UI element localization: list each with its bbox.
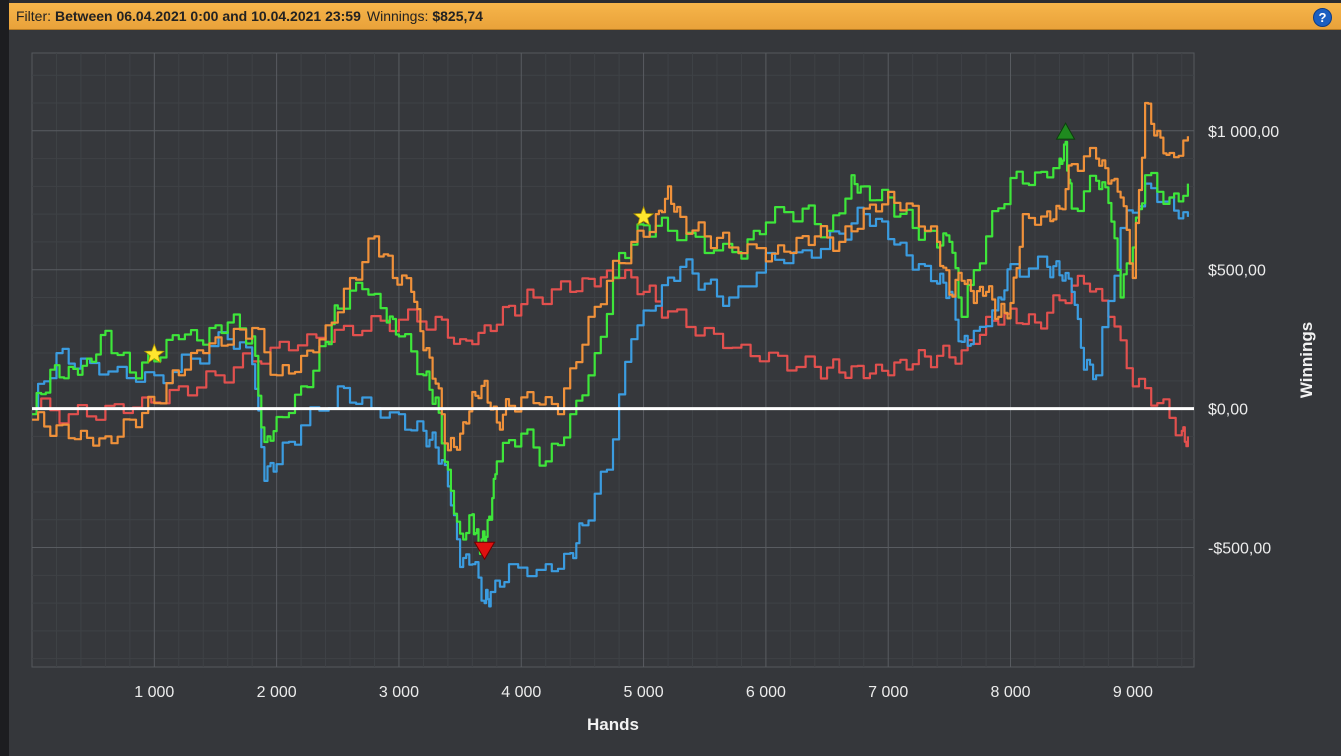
help-icon[interactable]: ? [1313, 8, 1332, 27]
marker-layer [143, 122, 1076, 561]
x-tick-label: 4 000 [501, 684, 541, 701]
high-point-marker [1055, 122, 1076, 140]
x-axis-ticks: 1 000 2 000 3 000 4 000 5 000 6 000 7 000 8 000… [134, 684, 1153, 701]
y-axis-ticks: $1 000,00 $500,00 $0,00 -$500,00 [1208, 124, 1279, 558]
series-line [32, 101, 1189, 452]
y-tick-label: $0,00 [1208, 402, 1248, 419]
low-point-marker [473, 541, 496, 561]
x-tick-label: 9 000 [1113, 684, 1153, 701]
x-axis-label: Hands [587, 715, 639, 734]
plot-area [31, 52, 1195, 668]
x-tick-label: 2 000 [257, 684, 297, 701]
series-line [32, 268, 1189, 448]
x-tick-label: 5 000 [624, 684, 664, 701]
x-tick-label: 8 000 [991, 684, 1031, 701]
x-tick-label: 6 000 [746, 684, 786, 701]
star-marker [143, 343, 165, 364]
series-line [32, 140, 1189, 555]
x-tick-label: 3 000 [379, 684, 419, 701]
x-tick-label: 7 000 [868, 684, 908, 701]
series-layer [32, 101, 1189, 608]
window-edge [0, 0, 9, 756]
y-tick-label: $1 000,00 [1208, 124, 1279, 141]
x-tick-label: 1 000 [134, 684, 174, 701]
winnings-label: Winnings: [366, 8, 429, 24]
filter-label: Filter: [16, 8, 51, 24]
series-line [32, 182, 1189, 608]
filter-value: Between 06.04.2021 0:00 and 10.04.2021 2… [55, 8, 361, 24]
y-tick-label: $500,00 [1208, 263, 1266, 280]
filter-bar: Filter: Between 06.04.2021 0:00 and 10.0… [9, 3, 1341, 30]
y-tick-label: -$500,00 [1208, 541, 1271, 558]
star-marker [633, 205, 655, 226]
y-axis-label: Winnings [1297, 322, 1316, 398]
winnings-value: $825,74 [432, 8, 483, 24]
